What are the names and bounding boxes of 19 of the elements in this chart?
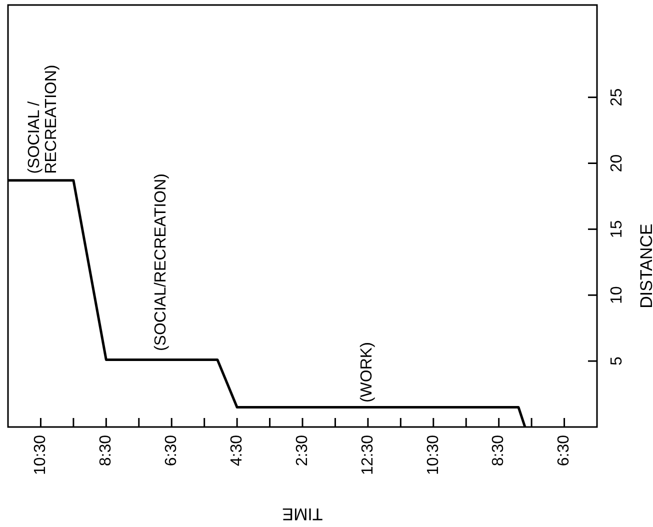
y-tick-label: 10 (608, 286, 626, 304)
y-tick-label: 20 (608, 154, 626, 172)
y-tick-label: 5 (608, 356, 626, 366)
x-tick-label: 6:30 (556, 434, 573, 466)
annotation: (WORK) (358, 342, 376, 403)
x-tick-label: 10:30 (424, 434, 442, 476)
y-tick-label: 25 (608, 88, 626, 106)
x-tick-label: 8:30 (98, 434, 115, 466)
x-tick-label: 4:30 (228, 434, 246, 466)
y-tick-label: 15 (608, 220, 626, 238)
y-axis-title: DISTANCE (637, 224, 653, 308)
x-axis-title: TIME (282, 504, 323, 524)
x-tick-label: 10:30 (32, 434, 50, 476)
x-tick-label: 6:30 (163, 434, 180, 466)
annotation: (SOCIAL / RECREATION) (26, 64, 60, 174)
x-tick-label: 2:30 (294, 434, 311, 466)
x-tick-label: 8:30 (490, 434, 508, 466)
annotation: (SOCIAL/RECREATION) (152, 174, 170, 352)
x-tick-label: 12:30 (359, 434, 376, 476)
